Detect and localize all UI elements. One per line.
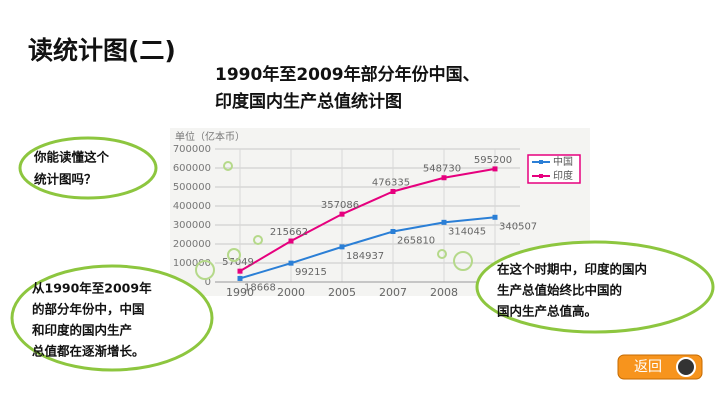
x-tick-label: 2005 bbox=[328, 286, 356, 299]
chart: 0 100000 200000 300000 400000 500000 600000 700… bbox=[173, 144, 581, 299]
y-tick-label: 600000 bbox=[173, 163, 211, 174]
data-label: 99215 bbox=[295, 267, 327, 278]
bubble-text: 总值都在逐渐增长。 bbox=[32, 344, 145, 359]
bubble-text: 的部分年份中，中国 bbox=[32, 302, 145, 317]
chart-title: 印度国内生产总值统计图 bbox=[215, 91, 402, 112]
x-tick-label: 1990 bbox=[226, 286, 254, 299]
legend-label: 中国 bbox=[553, 155, 573, 168]
point bbox=[237, 268, 243, 274]
y-tick-label: 300000 bbox=[173, 220, 211, 231]
series-line bbox=[239, 216, 496, 280]
point bbox=[339, 211, 345, 217]
series-line bbox=[239, 167, 496, 273]
data-label: 184937 bbox=[346, 251, 384, 262]
point bbox=[237, 275, 243, 281]
data-label: 476335 bbox=[372, 177, 410, 188]
x-tick-label: 2000 bbox=[277, 286, 305, 299]
decoration bbox=[195, 260, 215, 280]
point bbox=[390, 188, 396, 194]
bubble: 在这个时期中，印度的国内 生产总值始终比中国的 国内生产总值高。 bbox=[475, 240, 715, 334]
data-label: 57049 bbox=[222, 257, 254, 268]
y-tick-label: 200000 bbox=[173, 239, 211, 250]
legend-box bbox=[527, 154, 581, 184]
bubble-text: 生产总值始终比中国的 bbox=[497, 283, 622, 298]
back-button[interactable]: 返回 bbox=[617, 354, 703, 380]
data-label: 18668 bbox=[244, 282, 276, 293]
legend-marker bbox=[539, 160, 543, 164]
bubble-text: 在这个时期中，印度的国内 bbox=[497, 262, 647, 277]
bubble-text: 从1990年至2009年 bbox=[32, 281, 152, 296]
bubble-text: 统计图吗？ bbox=[34, 172, 97, 187]
point bbox=[441, 219, 447, 225]
data-label: 314045 bbox=[448, 226, 486, 237]
y-tick-label: 0 bbox=[205, 277, 211, 288]
y-tick-label: 100000 bbox=[173, 258, 211, 269]
point bbox=[339, 244, 345, 250]
point bbox=[288, 238, 294, 244]
data-label: 215662 bbox=[270, 227, 308, 238]
bubble-text: 你能读懂这个 bbox=[33, 150, 110, 165]
bubble-text: 和印度的国内生产 bbox=[31, 323, 132, 338]
point bbox=[390, 228, 396, 234]
legend-marker bbox=[539, 174, 543, 178]
x-tick-label: 2008 bbox=[430, 286, 458, 299]
y-tick-label: 500000 bbox=[173, 182, 211, 193]
chart-title: 1990年至2009年部分年份中国、 bbox=[215, 64, 480, 85]
legend-label: 印度 bbox=[553, 169, 573, 182]
y-axis-label: 单位（亿本币） bbox=[175, 130, 245, 143]
data-label: 548730 bbox=[423, 164, 461, 175]
data-label: 340507 bbox=[499, 221, 537, 232]
data-label: 357086 bbox=[321, 200, 359, 211]
point bbox=[492, 166, 498, 172]
bubble-text: 国内生产总值高。 bbox=[497, 304, 597, 319]
data-label: 595200 bbox=[474, 155, 512, 166]
y-tick-label: 700000 bbox=[173, 144, 211, 155]
button-label[interactable]: 返回 bbox=[634, 359, 662, 375]
bubble: 从1990年至2009年 的部分年份中，中国 和印度的国内生产 总值都在逐渐增长… bbox=[10, 264, 214, 372]
heading: 读统计图(二) bbox=[28, 36, 176, 65]
decoration bbox=[227, 248, 241, 262]
bubble: 你能读懂这个 统计图吗？ bbox=[18, 136, 158, 200]
decoration bbox=[453, 251, 473, 271]
data-label: 265810 bbox=[397, 235, 435, 246]
y-tick-label: 400000 bbox=[173, 201, 211, 212]
button-icon[interactable] bbox=[676, 357, 696, 377]
point bbox=[288, 260, 294, 266]
decoration bbox=[253, 235, 263, 245]
point bbox=[441, 175, 447, 181]
decoration bbox=[223, 161, 233, 171]
decoration bbox=[437, 249, 447, 259]
x-tick-label: 2007 bbox=[379, 286, 407, 299]
point bbox=[492, 214, 498, 220]
